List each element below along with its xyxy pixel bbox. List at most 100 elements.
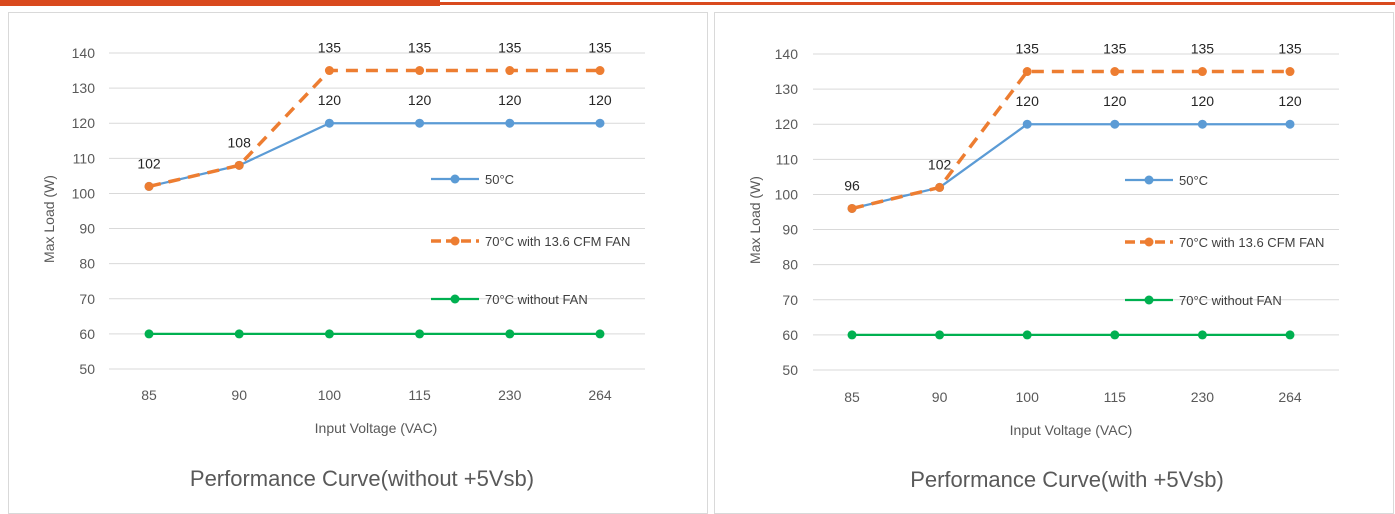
y-axis-title: Max Load (W) <box>747 176 763 264</box>
series-line-70c-with-13-6-cfm-fan <box>851 69 1290 211</box>
top-accent-line <box>440 2 1395 5</box>
y-tick-label: 90 <box>79 221 95 237</box>
legend-label-70c-without-fan: 70°C without FAN <box>1179 293 1282 308</box>
x-tick-label: 115 <box>408 387 431 403</box>
x-tick-label: 100 <box>1016 389 1040 405</box>
data-point-70c-without-fan <box>505 329 515 339</box>
data-label: 108 <box>228 134 252 150</box>
data-point-50c <box>1285 119 1295 129</box>
x-tick-label: 90 <box>932 389 948 405</box>
x-tick-label: 90 <box>231 387 247 403</box>
y-tick-label: 90 <box>782 222 798 238</box>
data-point-70c-without-fan <box>324 329 334 339</box>
data-label: 120 <box>1103 93 1127 109</box>
legend-marker-70c-with-13-6-cfm-fan <box>1144 237 1154 247</box>
y-tick-label: 80 <box>782 257 798 273</box>
series-line-50c <box>851 123 1290 210</box>
data-point-50c <box>1110 119 1120 129</box>
y-tick-label: 130 <box>775 81 799 97</box>
data-point-50c <box>1022 119 1032 129</box>
x-tick-label: 230 <box>1191 389 1215 405</box>
legend-marker-70c-without-fan <box>450 294 460 304</box>
y-tick-label: 110 <box>776 151 799 167</box>
legend-marker-50c <box>1144 175 1154 185</box>
data-point-70c-with-13-6-cfm-fan <box>324 66 334 76</box>
y-tick-label: 70 <box>782 292 798 308</box>
x-tick-label: 85 <box>844 389 860 405</box>
data-label: 135 <box>1103 41 1127 57</box>
legend-label-70c-with-13-6-cfm-fan: 70°C with 13.6 CFM FAN <box>485 234 630 249</box>
data-point-70c-with-13-6-cfm-fan <box>595 66 605 76</box>
y-tick-label: 110 <box>73 150 96 166</box>
data-label: 102 <box>928 156 952 172</box>
y-tick-label: 120 <box>72 115 96 131</box>
x-tick-label: 115 <box>1104 389 1127 405</box>
data-label: 135 <box>1191 41 1215 57</box>
data-point-70c-with-13-6-cfm-fan <box>1197 67 1207 77</box>
data-point-70c-without-fan <box>847 330 857 340</box>
data-point-70c-with-13-6-cfm-fan <box>234 160 244 170</box>
y-tick-label: 80 <box>79 256 95 272</box>
data-label: 120 <box>1191 93 1215 109</box>
x-tick-label: 100 <box>318 387 342 403</box>
y-tick-label: 120 <box>775 116 799 132</box>
x-tick-label: 264 <box>588 387 612 403</box>
legend-label-70c-without-fan: 70°C without FAN <box>485 292 588 307</box>
data-label: 120 <box>1278 93 1302 109</box>
legend-label-70c-with-13-6-cfm-fan: 70°C with 13.6 CFM FAN <box>1179 235 1324 250</box>
data-point-70c-with-13-6-cfm-fan <box>144 181 154 191</box>
legend-marker-70c-with-13-6-cfm-fan <box>450 236 460 246</box>
data-point-50c <box>595 118 605 128</box>
chart-panel-with-5vsb: Max Load (W) Input Voltage (VAC) Perform… <box>714 12 1394 514</box>
legend-label-50c: 50°C <box>485 172 514 187</box>
data-point-70c-with-13-6-cfm-fan <box>415 66 425 76</box>
y-tick-label: 130 <box>72 80 96 96</box>
data-label: 120 <box>498 92 522 108</box>
data-point-70c-without-fan <box>1285 330 1295 340</box>
data-point-70c-without-fan <box>234 329 244 339</box>
y-tick-label: 140 <box>775 46 799 62</box>
data-point-70c-without-fan <box>595 329 605 339</box>
x-axis-title: Input Voltage (VAC) <box>315 420 438 436</box>
data-label: 135 <box>588 40 612 56</box>
series-line-50c <box>148 122 600 188</box>
chart-without-5vsb: Max Load (W) Input Voltage (VAC) Perform… <box>41 40 645 491</box>
x-axis-title: Input Voltage (VAC) <box>1010 422 1133 438</box>
data-point-70c-without-fan <box>1197 330 1207 340</box>
y-tick-label: 100 <box>775 186 799 202</box>
data-label: 135 <box>1016 41 1040 57</box>
chart-with-5vsb: Max Load (W) Input Voltage (VAC) Perform… <box>747 41 1339 492</box>
data-label: 120 <box>588 92 612 108</box>
y-tick-label: 70 <box>79 291 95 307</box>
data-point-50c <box>324 118 334 128</box>
series-line-70c-with-13-6-cfm-fan <box>148 68 600 189</box>
data-label: 135 <box>408 40 432 56</box>
legend-marker-50c <box>450 174 460 184</box>
y-tick-label: 60 <box>782 327 798 343</box>
data-point-70c-with-13-6-cfm-fan <box>1285 67 1295 77</box>
x-tick-label: 264 <box>1278 389 1302 405</box>
data-point-70c-with-13-6-cfm-fan <box>935 182 945 192</box>
y-tick-label: 60 <box>79 326 95 342</box>
y-tick-label: 50 <box>782 362 798 378</box>
data-point-50c <box>1197 119 1207 129</box>
legend-label-50c: 50°C <box>1179 173 1208 188</box>
data-label: 96 <box>844 177 860 193</box>
legend-marker-70c-without-fan <box>1144 295 1154 305</box>
data-label: 120 <box>408 92 432 108</box>
data-label: 135 <box>1278 41 1302 57</box>
x-tick-label: 85 <box>141 387 157 403</box>
y-tick-label: 100 <box>72 185 96 201</box>
top-accent-bar <box>0 0 440 6</box>
y-axis-title: Max Load (W) <box>41 175 57 263</box>
data-label: 120 <box>318 92 342 108</box>
data-label: 135 <box>498 40 522 56</box>
data-point-70c-with-13-6-cfm-fan <box>1110 67 1120 77</box>
data-point-50c <box>415 118 425 128</box>
chart-title: Performance Curve(without +5Vsb) <box>190 466 534 491</box>
data-point-70c-with-13-6-cfm-fan <box>1022 67 1032 77</box>
data-point-70c-with-13-6-cfm-fan <box>847 203 857 213</box>
y-tick-label: 140 <box>72 45 96 61</box>
chart-panel-without-5vsb: Max Load (W) Input Voltage (VAC) Perform… <box>8 12 708 514</box>
data-point-70c-without-fan <box>1110 330 1120 340</box>
